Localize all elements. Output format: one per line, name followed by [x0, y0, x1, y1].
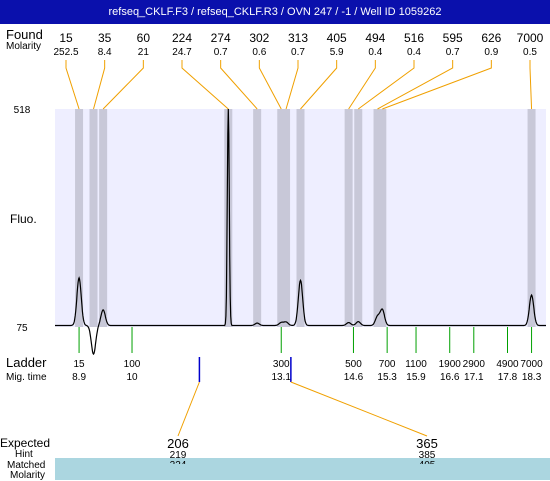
ladder-size-label: 100 [124, 359, 141, 370]
peak-band [75, 109, 84, 327]
ladder-time-label: 13.1 [272, 372, 292, 383]
expected-leader-line [290, 381, 428, 437]
chart-title: refseq_CKLF.F3 / refseq_CKLF.R3 / OVN 24… [0, 0, 550, 24]
peak-band [354, 109, 363, 327]
found-size-label: 313 [288, 31, 308, 45]
ladder-size-label: 15 [74, 359, 86, 370]
peak-band [378, 109, 387, 327]
ladder-size-label: 4900 [496, 359, 519, 370]
fluorescence-trace [55, 108, 546, 356]
peak-band [296, 109, 305, 327]
peak-band [99, 109, 108, 327]
peak-leader-line [285, 60, 299, 110]
found-molarity-label: 0.4 [368, 47, 382, 58]
ladder-time-label: 10 [126, 372, 138, 383]
hint-label: Hint [15, 449, 33, 460]
found-molarity-label: 0.7 [214, 47, 228, 58]
found-molarity-label: 0.5 [523, 47, 537, 58]
ladder-time-label: 16.6 [440, 372, 460, 383]
found-size-label: 7000 [517, 31, 544, 45]
found-label: Found [6, 27, 43, 42]
found-molarity-label: 252.5 [53, 47, 78, 58]
peak-leader-line [258, 60, 282, 110]
peak-leader-line [529, 60, 533, 110]
y-axis-label: Fluo. [10, 212, 37, 226]
molarity-label: Molarity [6, 41, 42, 52]
ladder-time-label: 17.8 [498, 372, 518, 383]
peak-band [224, 109, 233, 327]
mig-time-label: Mig. time [6, 372, 47, 383]
found-molarity-label: 0.4 [407, 47, 421, 58]
ladder-size-label: 1900 [439, 359, 462, 370]
hint-value: 219 [170, 450, 187, 461]
peak-leader-line [220, 60, 258, 110]
peak-leader-line [357, 60, 415, 110]
found-size-label: 274 [211, 31, 231, 45]
found-size-label: 626 [481, 31, 501, 45]
found-size-label: 60 [137, 31, 151, 45]
peak-leader-line [382, 60, 492, 110]
ladder-time-label: 15.9 [406, 372, 426, 383]
y-tick-label: 75 [16, 323, 28, 334]
peak-band [344, 109, 353, 327]
hint-value: 385 [419, 450, 436, 461]
matched-label: Matched [7, 460, 46, 471]
peak-band [277, 109, 286, 327]
found-molarity-label: 21 [138, 47, 150, 58]
peak-band [373, 109, 382, 327]
ladder-label: Ladder [6, 355, 47, 370]
found-size-label: 35 [98, 31, 112, 45]
peak-leader-line [93, 60, 106, 110]
peak-leader-line [348, 60, 376, 110]
found-size-label: 516 [404, 31, 424, 45]
ladder-time-label: 17.1 [464, 372, 484, 383]
ladder-size-label: 2900 [463, 359, 486, 370]
found-size-label: 405 [327, 31, 347, 45]
found-molarity-label: 0.9 [484, 47, 498, 58]
found-size-label: 494 [365, 31, 385, 45]
found-molarity-label: 0.7 [291, 47, 305, 58]
ladder-time-label: 8.9 [72, 372, 86, 383]
peak-leader-line [181, 60, 229, 110]
found-molarity-label: 24.7 [172, 47, 192, 58]
found-molarity-label: 0.7 [446, 47, 460, 58]
matched-value: 224 [170, 460, 187, 464]
ladder-size-label: 500 [345, 359, 362, 370]
found-size-label: 224 [172, 31, 192, 45]
ladder-time-label: 18.3 [522, 372, 542, 383]
ladder-size-label: 300 [273, 359, 290, 370]
molarity-bottom-label: Molarity [10, 470, 46, 481]
found-size-label: 15 [59, 31, 73, 45]
found-size-label: 595 [443, 31, 463, 45]
expected-size: 365 [416, 436, 438, 451]
found-molarity-label: 0.6 [252, 47, 266, 58]
peak-band [89, 109, 98, 327]
found-molarity-label: 8.4 [98, 47, 112, 58]
ladder-size-label: 7000 [520, 359, 543, 370]
peak-band [253, 109, 262, 327]
peak-leader-line [65, 60, 80, 110]
found-molarity-label: 5.9 [330, 47, 344, 58]
expected-size: 206 [167, 436, 189, 451]
peak-leader-line [102, 60, 144, 110]
peak-leader-line [377, 60, 454, 110]
found-size-label: 302 [249, 31, 269, 45]
matched-band [55, 458, 550, 480]
peak-leader-line [300, 60, 338, 110]
ladder-size-label: 700 [379, 359, 396, 370]
matched-value: 405 [419, 460, 436, 464]
electropherogram-chart: 518 75 15 252.5 35 8.4 60 21 224 24.7 274 0.7 302 0.6… [14, 31, 546, 464]
ladder-time-label: 14.6 [344, 372, 364, 383]
ladder-size-label: 1100 [405, 359, 427, 370]
peak-band [527, 109, 536, 327]
y-tick-label: 518 [14, 105, 31, 116]
expected-label: Expected [0, 436, 51, 450]
ladder-time-label: 15.3 [377, 372, 397, 383]
expected-leader-line [177, 381, 200, 437]
peak-band [282, 109, 291, 327]
